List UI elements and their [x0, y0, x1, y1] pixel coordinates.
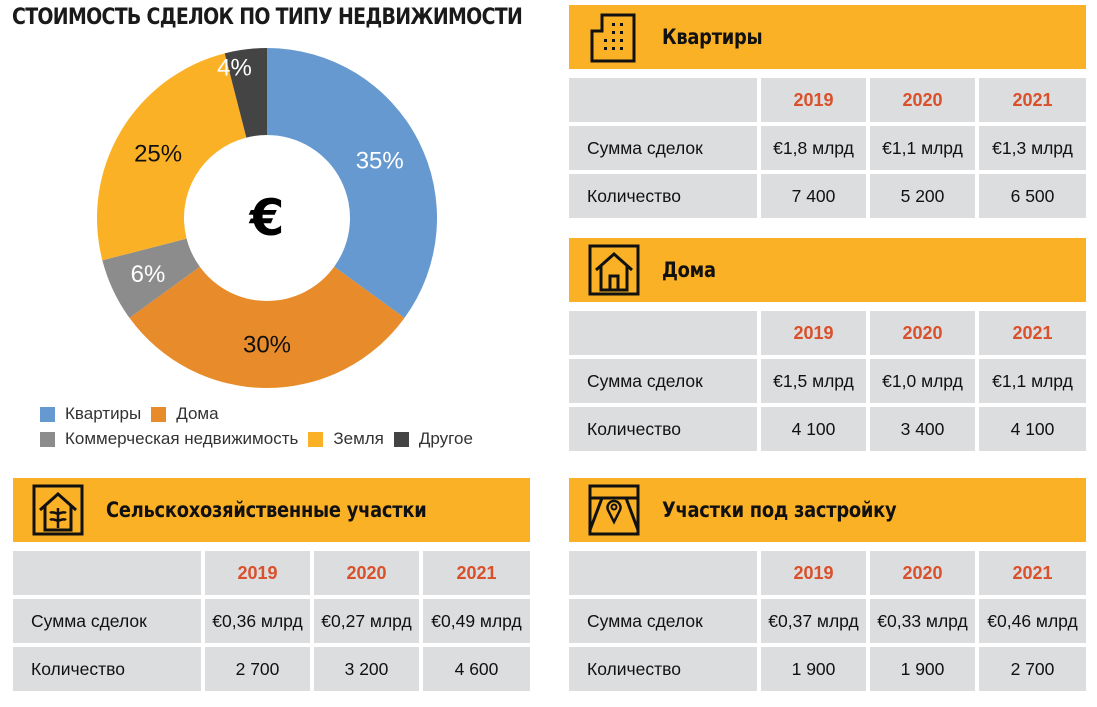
- donut-slice: [224, 48, 267, 138]
- table-cell: 5 200: [870, 174, 975, 218]
- table-cell: 2 700: [205, 647, 310, 691]
- legend-swatch: [40, 431, 55, 447]
- panel-header: Сельскохозяйственные участки: [13, 478, 530, 542]
- table-cell: €1,3 млрд: [979, 126, 1086, 170]
- legend-item-other: Другое: [393, 429, 473, 449]
- row-label: Сумма сделок: [569, 126, 757, 170]
- panel-title: Сельскохозяйственные участки: [106, 498, 427, 522]
- panel-title: Участки под застройку: [662, 498, 897, 522]
- legend-swatch: [40, 406, 55, 422]
- year-header: 2019: [761, 78, 866, 122]
- legend-label: Квартиры: [65, 404, 142, 423]
- table-cell: €0,49 млрд: [423, 599, 530, 643]
- year-header: 2020: [870, 551, 975, 595]
- table-cell: 4 100: [761, 407, 866, 451]
- year-header: 2020: [870, 311, 975, 355]
- legend-item-commercial: Коммерческая недвижимость: [40, 429, 298, 449]
- table-cell: €0,37 млрд: [761, 599, 866, 643]
- slice-label: 35%: [356, 148, 404, 175]
- table-cell: 4 600: [423, 647, 530, 691]
- table-cell: 3 200: [314, 647, 419, 691]
- data-table: 2019 2020 2021 Сумма сделок €1,5 млрд €1,0 мл…: [569, 311, 1086, 451]
- table-corner-cell: [569, 78, 757, 122]
- euro-center-label: €: [249, 189, 285, 247]
- panel-header: Участки под застройку: [569, 478, 1086, 542]
- table-cell: 1 900: [870, 647, 975, 691]
- table-cell: €0,27 млрд: [314, 599, 419, 643]
- table-cell: €1,8 млрд: [761, 126, 866, 170]
- panel-title: Дома: [662, 258, 716, 282]
- legend-row-2: Коммерческая недвижимость Земля Другое: [40, 429, 483, 449]
- year-header: 2021: [979, 78, 1086, 122]
- legend-label: Земля: [333, 429, 384, 448]
- table-cell: 6 500: [979, 174, 1086, 218]
- table-corner-cell: [13, 551, 201, 595]
- apartment-building-icon: [590, 13, 636, 63]
- year-header: 2020: [870, 78, 975, 122]
- donut-chart: 35% 30% 6% 25% 4% €: [96, 48, 437, 389]
- year-header: 2021: [979, 311, 1086, 355]
- panel-agricultural-plots: Сельскохозяйственные участки 2019 2020 2021…: [13, 478, 530, 691]
- slice-label: 30%: [243, 332, 291, 359]
- house-icon: [588, 244, 640, 296]
- year-header: 2019: [205, 551, 310, 595]
- row-label: Количество: [13, 647, 201, 691]
- row-label: Количество: [569, 174, 757, 218]
- slice-label: 4%: [217, 55, 252, 82]
- donut-slice: [129, 266, 405, 389]
- data-table: 2019 2020 2021 Сумма сделок €0,36 млрд €0,27 …: [13, 551, 530, 691]
- table-cell: €1,5 млрд: [761, 359, 866, 403]
- table-cell: €0,36 млрд: [205, 599, 310, 643]
- legend-swatch: [393, 431, 409, 447]
- row-label: Количество: [569, 647, 757, 691]
- year-header: 2021: [979, 551, 1086, 595]
- row-label: Сумма сделок: [13, 599, 201, 643]
- donut-slice: [102, 238, 200, 318]
- data-table: 2019 2020 2021 Сумма сделок €1,8 млрд €1,1 мл…: [569, 78, 1086, 218]
- building-plot-location-icon: [588, 484, 640, 536]
- legend-label: Коммерческая недвижимость: [65, 429, 299, 448]
- legend-swatch: [151, 406, 167, 422]
- row-label: Количество: [569, 407, 757, 451]
- table-corner-cell: [569, 311, 757, 355]
- legend-label: Дома: [176, 404, 219, 423]
- table-cell: 7 400: [761, 174, 866, 218]
- legend-label: Другое: [418, 429, 473, 448]
- agriculture-house-icon: [32, 484, 84, 536]
- table-cell: €1,1 млрд: [979, 359, 1086, 403]
- legend-row-1: Квартиры Дома: [40, 404, 229, 424]
- legend-item-apartments: Квартиры: [40, 404, 141, 424]
- panel-header: Дома: [569, 238, 1086, 302]
- table-cell: 1 900: [761, 647, 866, 691]
- table-cell: €1,0 млрд: [870, 359, 975, 403]
- slice-label: 6%: [131, 261, 166, 288]
- panel-building-plots: Участки под застройку 2019 2020 2021 Сумма с…: [569, 478, 1086, 691]
- year-header: 2019: [761, 551, 866, 595]
- panel-title: Квартиры: [662, 25, 763, 49]
- table-corner-cell: [569, 551, 757, 595]
- legend-item-houses: Дома: [151, 404, 219, 424]
- year-header: 2019: [761, 311, 866, 355]
- data-table: 2019 2020 2021 Сумма сделок €0,37 млрд €0,33 …: [569, 551, 1086, 691]
- legend-item-land: Земля: [308, 429, 384, 449]
- row-label: Сумма сделок: [569, 359, 757, 403]
- year-header: 2021: [423, 551, 530, 595]
- panel-houses: Дома 2019 2020 2021 Сумма сделок €1,5 млрд €1,…: [569, 238, 1086, 451]
- table-cell: €1,1 млрд: [870, 126, 975, 170]
- legend-swatch: [308, 431, 324, 447]
- table-cell: 2 700: [979, 647, 1086, 691]
- year-header: 2020: [314, 551, 419, 595]
- table-cell: 3 400: [870, 407, 975, 451]
- table-cell: €0,46 млрд: [979, 599, 1086, 643]
- row-label: Сумма сделок: [569, 599, 757, 643]
- panel-header: Квартиры: [569, 5, 1086, 69]
- donut-slice: [267, 48, 437, 318]
- slice-label: 25%: [134, 141, 182, 168]
- chart-title: СТОИМОСТЬ СДЕЛОК ПО ТИПУ НЕДВИЖИМОСТИ: [12, 5, 523, 30]
- donut-slice: [96, 53, 247, 261]
- panel-apartments: Квартиры 2019 2020 2021 Сумма сделок €1,8 млр…: [569, 5, 1086, 218]
- table-cell: 4 100: [979, 407, 1086, 451]
- table-cell: €0,33 млрд: [870, 599, 975, 643]
